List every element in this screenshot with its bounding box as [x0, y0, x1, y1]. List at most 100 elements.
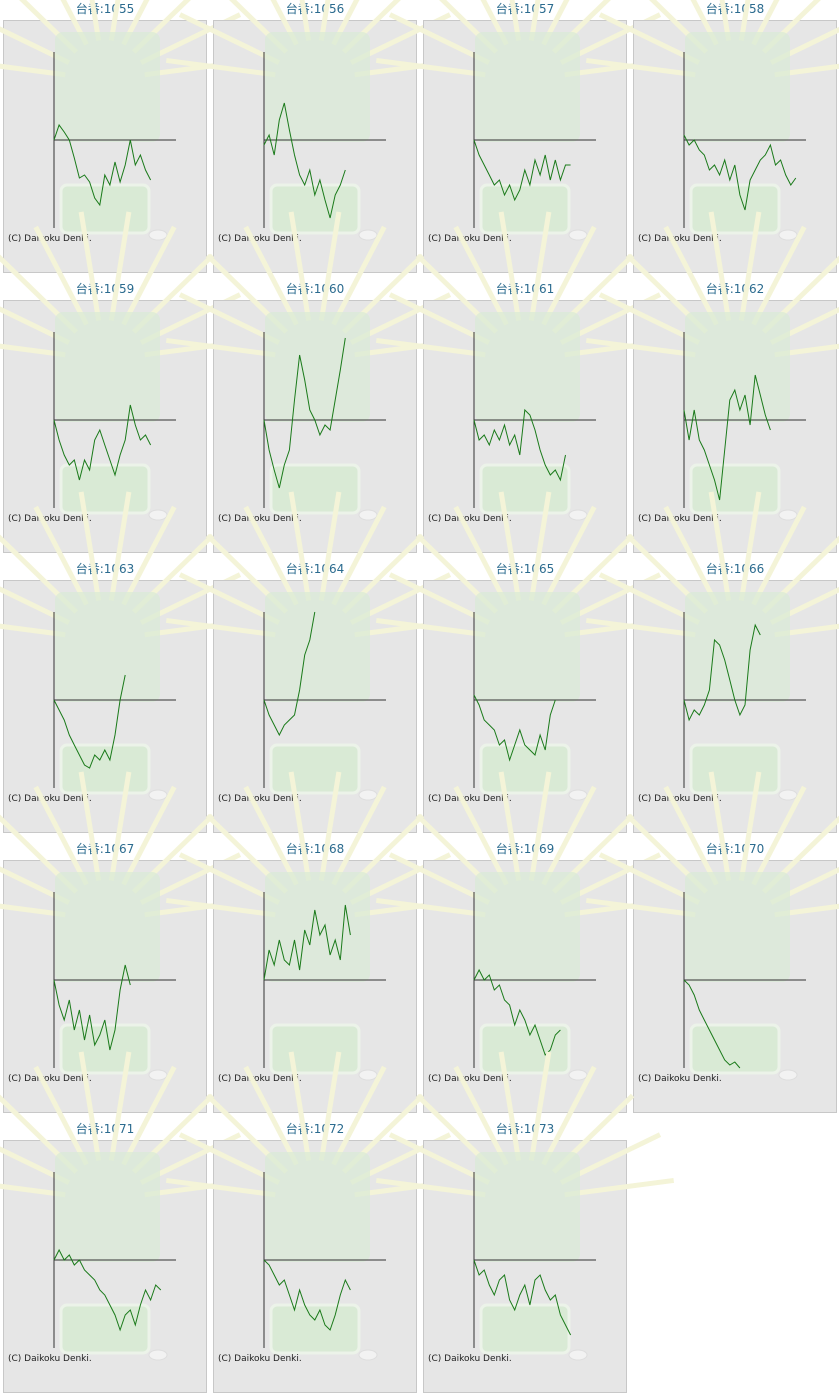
decor-box: [55, 32, 160, 142]
decor-ray: [738, 491, 762, 601]
decor-box: [685, 592, 790, 702]
copyright: (C) Daikoku Denki.: [638, 794, 722, 804]
data-line: [263, 1259, 351, 1331]
decor-coin: [778, 509, 798, 521]
chart-title: 台番:1055: [76, 1, 135, 16]
copyright: (C) Daikoku Denki.: [8, 234, 92, 244]
decor-box: [475, 592, 580, 702]
decor-coin: [568, 1349, 588, 1361]
chart-title: 台番:1057: [496, 1, 555, 16]
decor-ray: [498, 1051, 522, 1161]
decor-ray: [108, 0, 121, 41]
decor-tray: [59, 463, 151, 515]
decor-box: [475, 312, 580, 422]
decor-tray: [479, 183, 571, 235]
decor-ray: [288, 1051, 312, 1161]
decor-ray: [528, 491, 552, 601]
decor-ray: [774, 63, 839, 78]
decor-ray: [528, 0, 541, 41]
chart-panel: 台番:1072 (C) Daikoku Denki.: [165, 1051, 465, 1393]
decor-ray: [331, 505, 387, 606]
decor-tray: [689, 743, 781, 795]
decor-ray: [33, 225, 89, 326]
decor-box: [265, 312, 370, 422]
data-line: [683, 979, 741, 1069]
copyright: (C) Daikoku Denki.: [428, 514, 512, 524]
decor-ray: [0, 866, 71, 905]
data-line: [263, 904, 351, 981]
decor-ray: [121, 785, 177, 886]
decor-tray: [269, 183, 361, 235]
decor-ray: [165, 617, 276, 638]
decor-ray: [738, 0, 751, 41]
decor-tray: [59, 743, 151, 795]
decor-ray: [774, 903, 839, 918]
decor-ray: [243, 785, 299, 886]
chart-title: 台番:1072: [286, 1121, 345, 1136]
decor-tray: [479, 743, 571, 795]
decor-ray: [375, 57, 486, 78]
decor-ray: [528, 771, 552, 881]
decor-tray: [269, 1023, 361, 1075]
decor-box: [475, 1152, 580, 1262]
decor-box: [685, 872, 790, 982]
decor-coin: [358, 789, 378, 801]
decor-ray: [165, 57, 276, 78]
decor-ray: [165, 1177, 276, 1198]
decor-ray: [663, 225, 719, 326]
copyright: (C) Daikoku Denki.: [8, 514, 92, 524]
decor-coin: [148, 1069, 168, 1081]
decor-ray: [0, 63, 66, 78]
chart-title: 台番:1073: [496, 1121, 555, 1136]
data-line: [53, 404, 152, 481]
decor-tray: [689, 183, 781, 235]
decor-box: [55, 312, 160, 422]
decor-ray: [751, 505, 807, 606]
decor-ray: [0, 903, 66, 918]
decor-ray: [453, 505, 509, 606]
decor-tray: [59, 1303, 151, 1355]
data-line: [683, 623, 761, 722]
decor-ray: [663, 505, 719, 606]
decor-box: [265, 872, 370, 982]
decor-ray: [375, 1177, 486, 1198]
copyright: (C) Daikoku Denki.: [218, 514, 302, 524]
decor-ray: [165, 337, 276, 358]
decor-coin: [148, 1349, 168, 1361]
decor-ray: [165, 897, 276, 918]
copyright: (C) Daikoku Denki.: [638, 514, 722, 524]
decor-ray: [453, 785, 509, 886]
decor-ray: [178, 12, 281, 65]
decor-ray: [288, 491, 312, 601]
decor-ray: [78, 771, 102, 881]
decor-ray: [0, 306, 71, 345]
data-line: [53, 964, 131, 1051]
decor-coin: [568, 1069, 588, 1081]
chart-panel: 台番:1070 (C) Daikoku Denki.: [585, 771, 839, 1113]
copyright: (C) Daikoku Denki.: [428, 1354, 512, 1364]
decor-ray: [738, 771, 762, 881]
decor-ray: [288, 211, 312, 321]
decor-box: [685, 32, 790, 142]
chart-title: 台番:1071: [76, 1121, 135, 1136]
decor-ray: [774, 343, 839, 358]
chart-title: 台番:1062: [706, 281, 765, 296]
decor-ray: [318, 771, 342, 881]
decor-tray: [479, 1303, 571, 1355]
decor-ray: [78, 1051, 102, 1161]
decor-ray: [453, 1065, 509, 1166]
decor-tray: [689, 463, 781, 515]
decor-ray: [108, 491, 132, 601]
chart-panel: 台番:1073 (C) Daikoku Denki.: [375, 1051, 675, 1393]
data-line: [473, 139, 571, 202]
decor-coin: [778, 229, 798, 241]
decor-coin: [568, 229, 588, 241]
decor-ray: [528, 211, 552, 321]
decor-ray: [270, 0, 299, 46]
decor-ray: [388, 292, 491, 345]
decor-ray: [33, 1065, 89, 1166]
decor-ray: [318, 211, 342, 321]
decor-ray: [108, 1051, 132, 1161]
decor-ray: [690, 0, 719, 46]
